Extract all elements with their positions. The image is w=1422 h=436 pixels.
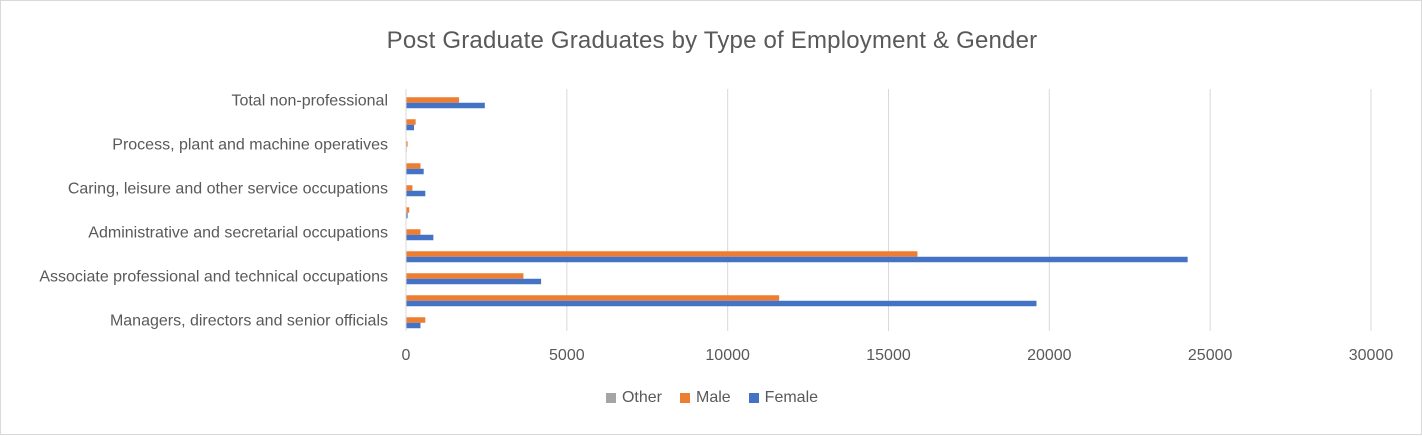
axes: 0 5000 10000 15000 20000 25000 30000 Managers, … — [39, 89, 1393, 364]
bar-female — [406, 190, 426, 197]
bar-male — [406, 141, 408, 147]
legend-swatch — [605, 393, 616, 403]
category-label: Total non-professional — [231, 93, 388, 110]
category-label: Caring, leisure and other service occupa… — [68, 181, 388, 198]
legend-item-male: Male — [679, 389, 731, 407]
legend-label: Other — [621, 389, 662, 406]
bar-male — [406, 295, 780, 301]
bar-female — [406, 102, 485, 109]
bar-male — [406, 229, 421, 235]
bar-male — [406, 251, 918, 257]
x-tick-label: 30000 — [1349, 347, 1394, 364]
legend: Other Male Female — [1, 389, 1422, 407]
bar-female — [406, 124, 415, 131]
category-label: Administrative and secretarial occupatio… — [88, 225, 388, 242]
bar-female — [406, 322, 421, 329]
legend-label: Female — [764, 389, 819, 406]
x-tick-label: 5000 — [549, 347, 585, 364]
category-label: Associate professional and technical occ… — [39, 269, 388, 286]
legend-swatch — [679, 393, 690, 403]
bar-female — [406, 300, 1037, 307]
bar-female — [406, 168, 424, 175]
bar-male — [406, 185, 413, 191]
bar-male — [406, 273, 524, 279]
legend-item-female: Female — [748, 389, 819, 407]
bar-female — [406, 234, 434, 241]
bar-female — [406, 256, 1188, 263]
bar-male — [406, 97, 460, 103]
bar-male — [406, 317, 426, 323]
bar-female — [406, 278, 542, 285]
bar-male — [406, 119, 416, 125]
x-tick-label: 10000 — [705, 347, 750, 364]
bar-female — [406, 212, 408, 219]
category-label: Managers, directors and senior officials — [110, 313, 388, 330]
category-label: Process, plant and machine operatives — [112, 137, 388, 154]
x-tick-label: 0 — [402, 347, 411, 364]
chart-title: Post Graduate Graduates by Type of Emplo… — [386, 27, 1038, 54]
x-tick-label: 20000 — [1027, 347, 1072, 364]
legend-label: Male — [695, 389, 731, 406]
bars — [406, 97, 1188, 329]
legend-item-other: Other — [605, 389, 662, 407]
gridlines — [566, 89, 1372, 331]
x-tick-label: 15000 — [866, 347, 911, 364]
legend-swatch — [748, 393, 759, 403]
bar-male — [406, 207, 410, 213]
x-tick-label: 25000 — [1188, 347, 1233, 364]
bar-male — [406, 163, 421, 169]
